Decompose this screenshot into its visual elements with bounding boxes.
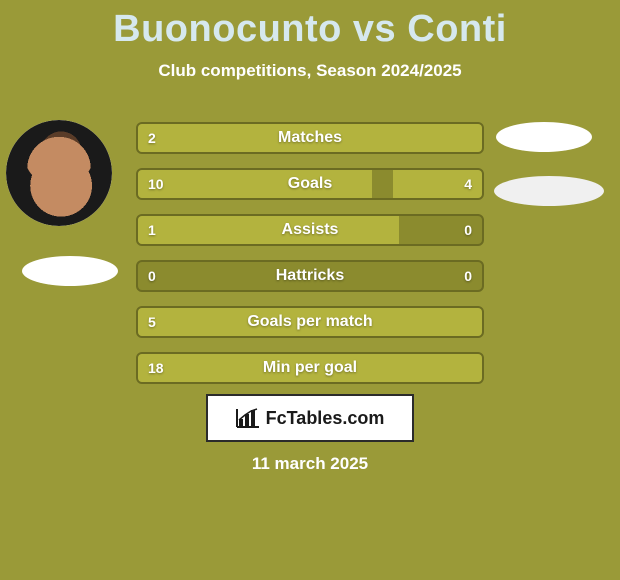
avatar-face-icon bbox=[6, 120, 112, 226]
stat-row: 10Assists bbox=[136, 214, 484, 246]
brand-chart-icon bbox=[236, 408, 260, 428]
stat-label: Hattricks bbox=[138, 262, 482, 290]
player-right-avatar-placeholder bbox=[496, 122, 592, 152]
player-left-avatar bbox=[6, 120, 112, 226]
stat-fill-left bbox=[138, 354, 482, 382]
stat-fill-left bbox=[138, 124, 482, 152]
page-subtitle: Club competitions, Season 2024/2025 bbox=[0, 61, 620, 81]
stat-row: 104Goals bbox=[136, 168, 484, 200]
stat-value-right: 0 bbox=[464, 216, 472, 244]
team-left-logo-placeholder bbox=[22, 256, 118, 286]
stat-value-right: 0 bbox=[464, 262, 472, 290]
stat-fill-left bbox=[138, 170, 372, 198]
stat-row: 18Min per goal bbox=[136, 352, 484, 384]
page-title: Buonocunto vs Conti bbox=[0, 0, 620, 51]
stat-fill-right bbox=[393, 170, 482, 198]
stat-row: 0 0Hattricks bbox=[136, 260, 484, 292]
brand-text: FcTables.com bbox=[266, 408, 385, 429]
stat-row: 2Matches bbox=[136, 122, 484, 154]
stat-value-left: 0 bbox=[148, 262, 156, 290]
stats-bars: 2Matches104Goals10Assists00Hattricks5Goa… bbox=[136, 122, 484, 384]
stat-fill-left bbox=[138, 308, 482, 336]
stat-fill-left bbox=[138, 216, 399, 244]
stat-row: 5Goals per match bbox=[136, 306, 484, 338]
brand-badge: FcTables.com bbox=[206, 394, 414, 442]
generation-date: 11 march 2025 bbox=[0, 454, 620, 474]
team-right-logo-placeholder bbox=[494, 176, 604, 206]
